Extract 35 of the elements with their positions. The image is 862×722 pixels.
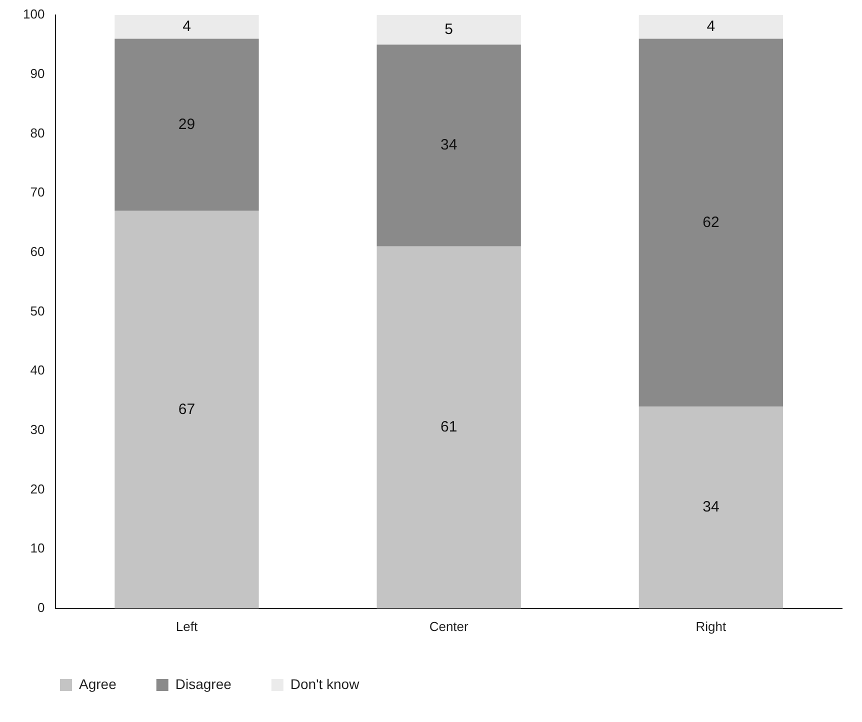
data-label: 34 <box>702 498 720 516</box>
data-label: 4 <box>182 18 191 36</box>
data-label: 4 <box>706 18 716 36</box>
y-tick-label: 90 <box>30 66 45 81</box>
data-label: 5 <box>444 20 454 38</box>
y-tick-label: 40 <box>30 362 45 378</box>
bar <box>114 210 259 608</box>
x-tick-label: Left <box>176 618 198 634</box>
y-tick-label: 100 <box>22 6 45 22</box>
y-tick-label: 10 <box>30 540 45 556</box>
bar <box>376 246 521 608</box>
y-tick-label: 50 <box>30 303 45 318</box>
x-tick-label: Center <box>429 618 470 634</box>
x-tick-label: Right <box>696 618 727 634</box>
bar <box>638 38 784 407</box>
bar <box>638 15 784 39</box>
bar <box>114 15 259 39</box>
data-label: 61 <box>440 418 458 436</box>
data-label: 62 <box>702 214 720 231</box>
legend-label: Don't know <box>290 676 360 692</box>
y-tick-label: 70 <box>30 184 45 200</box>
legend-label: Agree <box>79 676 117 692</box>
data-label: 34 <box>440 136 458 154</box>
data-label: 29 <box>178 116 196 133</box>
bar <box>376 44 521 246</box>
bar <box>114 38 259 211</box>
y-tick-label: 60 <box>30 244 45 259</box>
bar <box>638 406 784 608</box>
y-tick-label: 80 <box>30 125 45 140</box>
y-tick-label: 0 <box>37 600 45 615</box>
legend-label: Disagree <box>175 676 232 692</box>
bar <box>376 15 521 45</box>
y-tick-label: 30 <box>30 422 45 437</box>
y-tick-label: 20 <box>30 481 45 496</box>
data-label: 67 <box>178 400 196 418</box>
